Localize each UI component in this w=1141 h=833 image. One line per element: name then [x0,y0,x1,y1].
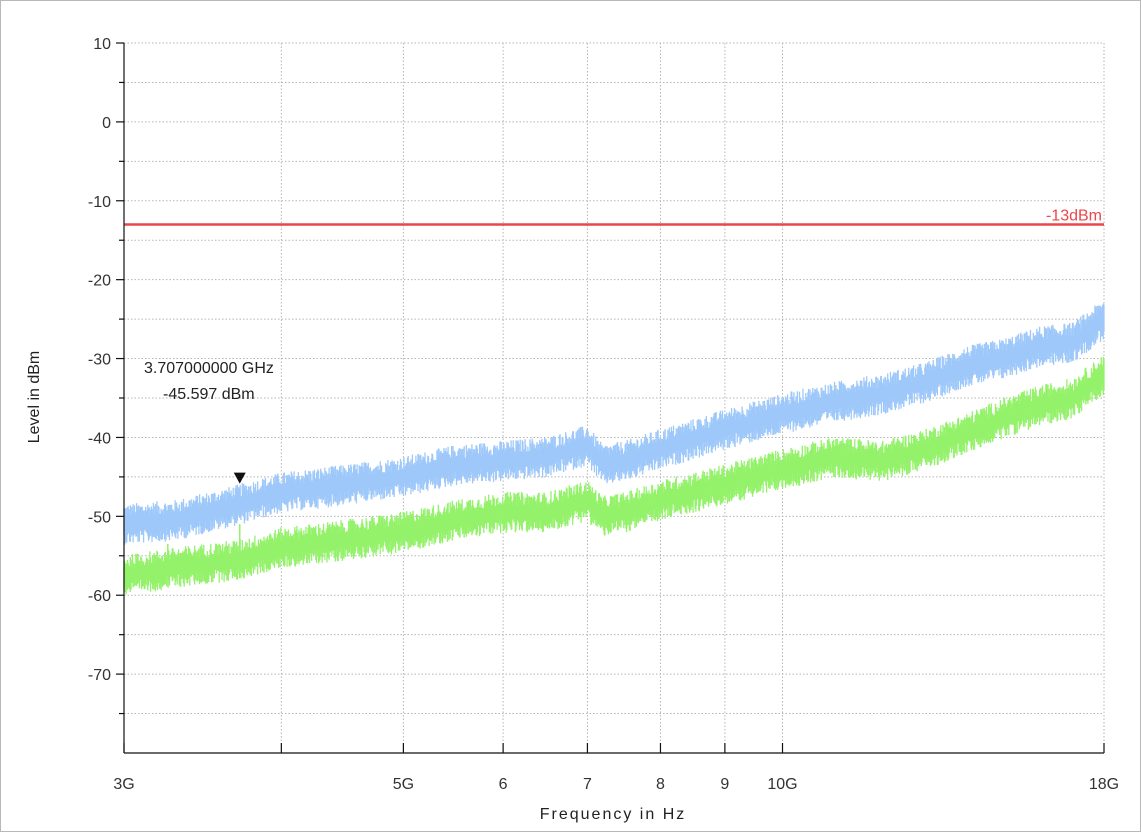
x-tick-label: 18G [1089,776,1119,793]
marker-frequency-readout: 3.707000000 GHz [144,360,274,377]
y-axis-title: Level in dBm [26,351,43,444]
y-tick-label: -70 [88,667,111,684]
grid [124,42,1105,753]
x-axis-title: Frequency in Hz [540,806,687,823]
y-tick-label: -10 [88,194,111,211]
y-tick-label: -40 [88,430,111,447]
y-tick-label: 10 [93,36,111,53]
x-tick-label: 6 [499,776,508,793]
x-tick-label: 10G [767,776,797,793]
y-tick-label: -60 [88,588,111,605]
limit-line-label: -13dBm [1046,207,1102,224]
series-2-trace [123,356,1105,595]
y-tick-label: 0 [102,115,111,132]
y-tick-label: -50 [88,509,111,526]
x-tick-label: 7 [583,776,592,793]
axes: 10 0 -10 -20 -30 -40 -50 -60 -70 3G 5G 6 7 8 9 10G 18G [88,36,1119,793]
x-tick-label: 5G [393,776,414,793]
y-tick-label: -20 [88,273,111,290]
series-layer [123,303,1105,595]
limit-layer: -13dBm [124,207,1104,226]
x-tick-label: 3G [113,776,134,793]
marker-level-readout: -45.597 dBm [163,386,255,403]
x-tick-label: 9 [720,776,729,793]
series-2-band [123,356,1105,595]
x-tick-label: 8 [656,776,665,793]
marker-layer: 3.707000000 GHz -45.597 dBm [144,360,274,484]
marker-triangle-icon [233,472,246,484]
y-tick-label: -30 [88,352,111,369]
